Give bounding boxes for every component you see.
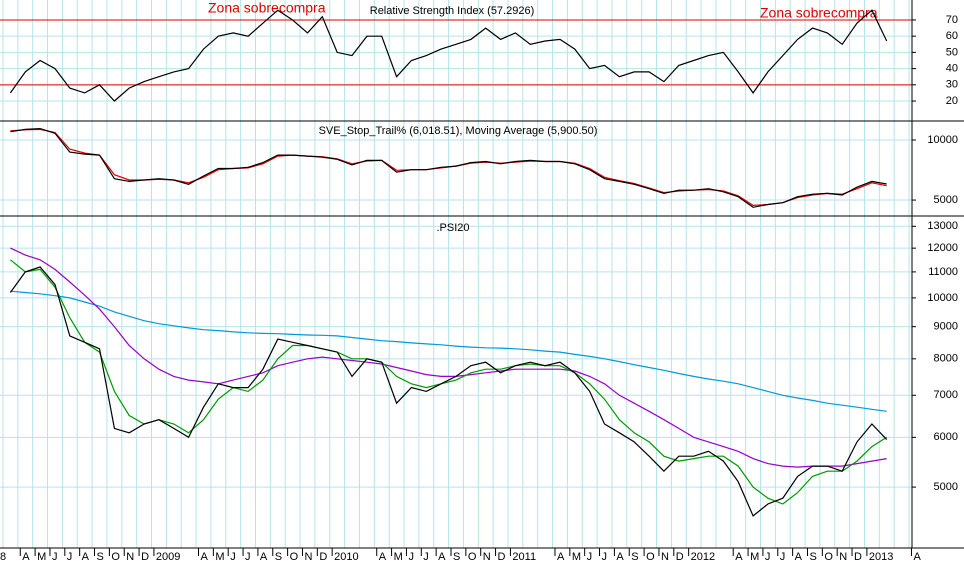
- x-tick-label: A: [260, 551, 268, 563]
- x-tick-label: J: [52, 551, 58, 563]
- x-tick-label: S: [453, 551, 460, 563]
- annotation: Zona sobrecompra: [208, 0, 326, 16]
- x-tick-label: S: [809, 551, 816, 563]
- x-tick-label: M: [750, 551, 759, 563]
- x-tick-label: M: [572, 551, 581, 563]
- series-line: [10, 290, 887, 412]
- x-tick-label: S: [97, 551, 104, 563]
- x-tick-label: D: [854, 551, 862, 563]
- x-tick-label: J: [602, 551, 608, 563]
- series-line: [9, 266, 888, 517]
- x-tick-label: A: [200, 551, 208, 563]
- x-tick-label: D: [141, 551, 149, 563]
- y-tick-label: 12000: [927, 242, 958, 254]
- x-tick-label: N: [483, 551, 491, 563]
- x-tick-label: 2009: [156, 551, 180, 563]
- x-tick-label: J: [245, 551, 251, 563]
- x-tick-label: O: [824, 551, 833, 563]
- x-tick-label: J: [780, 551, 786, 563]
- x-tick-label: J: [230, 551, 236, 563]
- x-tick-label: 2013: [869, 551, 893, 563]
- y-tick-label: 11000: [928, 266, 958, 278]
- panel-title: SVE_Stop_Trail% (6,018.51), Moving Avera…: [319, 125, 598, 137]
- series-line: [9, 9, 888, 102]
- x-tick-label: 2012: [691, 551, 715, 563]
- x-tick-label: N: [661, 551, 669, 563]
- series-line: [10, 247, 887, 468]
- y-tick-label: 70: [946, 14, 958, 26]
- y-tick-label: 8000: [934, 353, 958, 365]
- y-tick-label: 9000: [934, 321, 958, 333]
- x-tick-label: N: [839, 551, 847, 563]
- x-tick-label: A: [735, 551, 743, 563]
- x-tick-label: A: [913, 551, 921, 563]
- x-tick-label: M: [37, 551, 46, 563]
- y-tick-label: 30: [946, 79, 958, 91]
- y-tick-label: 6000: [934, 431, 958, 443]
- annotation: Zona sobrecompra: [760, 5, 878, 21]
- panel-title: Relative Strength Index (57.2926): [370, 5, 535, 17]
- series-line: [10, 127, 887, 208]
- x-tick-label: A: [379, 551, 387, 563]
- x-tick-label: N: [126, 551, 134, 563]
- x-tick-label: D: [319, 551, 327, 563]
- x-tick-label: S: [631, 551, 638, 563]
- y-tick-label: 50: [946, 46, 958, 58]
- x-tick-label: M: [394, 551, 403, 563]
- x-tick-label: A: [22, 551, 30, 563]
- x-tick-label: S: [275, 551, 282, 563]
- x-tick-label: A: [82, 551, 90, 563]
- y-tick-label: 20: [946, 95, 958, 107]
- y-tick-label: 40: [946, 63, 958, 75]
- x-tick-label: A: [795, 551, 803, 563]
- x-tick-label: O: [646, 551, 655, 563]
- y-tick-label: 60: [946, 30, 958, 42]
- x-tick-label: J: [423, 551, 429, 563]
- x-tick-label: N: [304, 551, 312, 563]
- x-tick-label: J: [67, 551, 73, 563]
- y-tick-label: 5000: [934, 481, 958, 493]
- y-tick-label: 7000: [934, 389, 958, 401]
- x-tick-label: O: [111, 551, 120, 563]
- x-tick-label: D: [676, 551, 684, 563]
- x-tick-label: M: [215, 551, 224, 563]
- x-tick-label: O: [290, 551, 299, 563]
- x-tick-label: 8: [0, 551, 6, 563]
- y-tick-label: 10000: [927, 292, 958, 304]
- x-tick-label: A: [616, 551, 624, 563]
- x-tick-label: A: [557, 551, 565, 563]
- x-tick-label: J: [408, 551, 414, 563]
- panel-title: .PSI20: [436, 222, 469, 234]
- x-tick-label: A: [438, 551, 446, 563]
- x-tick-label: 2010: [334, 551, 358, 563]
- x-tick-label: J: [765, 551, 771, 563]
- y-tick-label: 13000: [927, 220, 958, 232]
- y-tick-label: 5000: [934, 194, 958, 206]
- x-tick-label: O: [468, 551, 477, 563]
- x-tick-label: D: [498, 551, 506, 563]
- x-tick-label: J: [587, 551, 593, 563]
- x-tick-label: 2011: [512, 551, 536, 563]
- y-tick-label: 10000: [927, 134, 958, 146]
